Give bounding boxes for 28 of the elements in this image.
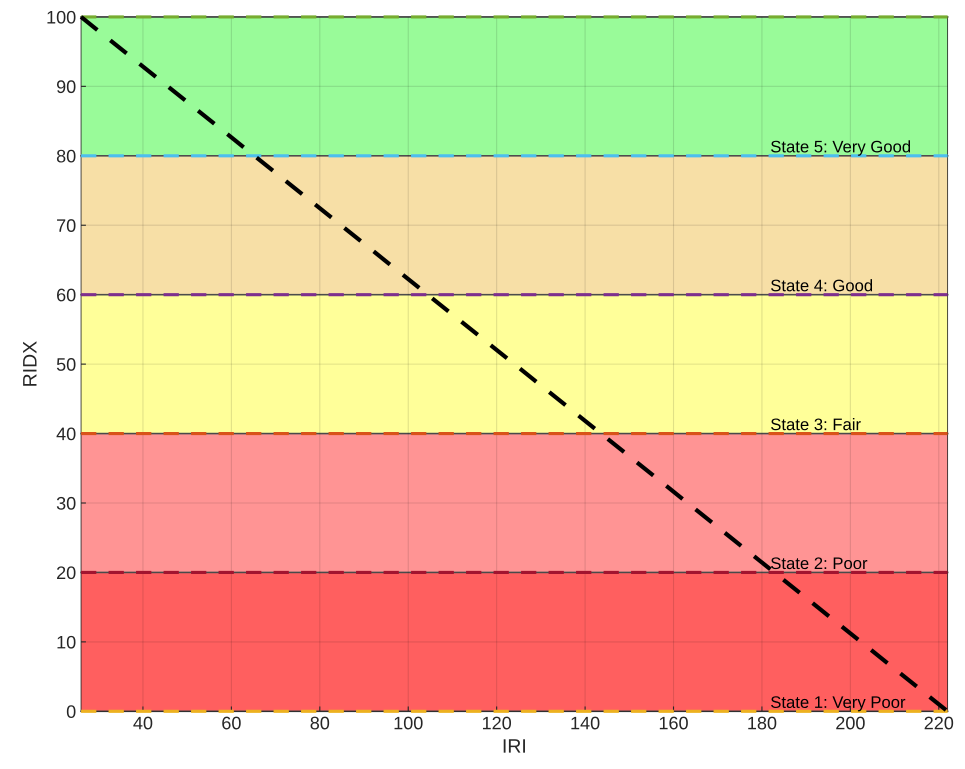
y-tick-label: 50	[56, 358, 76, 371]
x-tick-label: 40	[133, 716, 152, 730]
x-tick-label: 220	[924, 716, 954, 730]
x-tick-label: 60	[222, 716, 241, 730]
x-axis-title: IRI	[504, 739, 525, 753]
band-label: State 5: Very Good	[771, 140, 910, 156]
x-tick-label: 100	[394, 716, 423, 730]
y-tick-label: 30	[56, 496, 76, 510]
y-tick-label: 0	[66, 705, 76, 718]
y-tick-label: 100	[47, 10, 76, 24]
band-label: State 2: Poor	[771, 557, 868, 570]
band-label: State 4: Good	[771, 279, 872, 292]
y-tick-label: 90	[56, 80, 76, 94]
band-label: State 1: Very Poor	[771, 696, 906, 712]
x-tick-label: 80	[310, 716, 330, 730]
y-tick-label: 80	[56, 150, 76, 163]
x-tick-label: 160	[660, 716, 688, 730]
band-label: State 3: Fair	[771, 418, 861, 430]
y-tick-label: 10	[57, 636, 76, 649]
y-axis-title: RIDX	[23, 341, 36, 386]
y-tick-label: 20	[57, 566, 76, 580]
x-tick-label: 140	[571, 716, 600, 730]
y-tick-label: 60	[57, 288, 76, 302]
x-tick-label: 200	[836, 716, 865, 730]
x-tick-label: 120	[482, 716, 512, 730]
y-tick-label: 40	[56, 427, 76, 440]
y-tick-label: 70	[57, 219, 76, 232]
x-tick-label: 180	[748, 716, 776, 730]
